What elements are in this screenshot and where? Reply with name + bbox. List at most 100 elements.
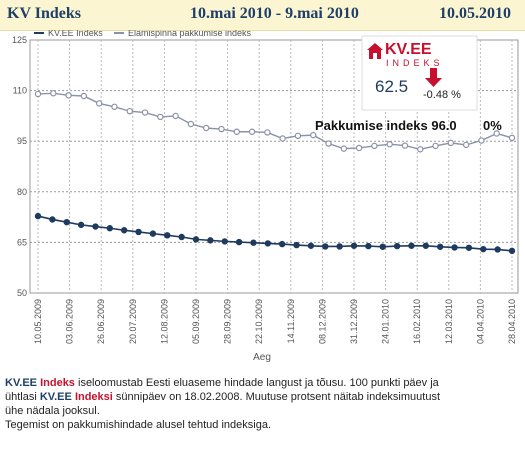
- x-tick-label: 20.07.2009: [128, 299, 138, 344]
- brand-text: KV.EE: [5, 377, 38, 389]
- series-point-1: [141, 109, 149, 116]
- description-line-4: Tegemist on pakkumishindade alusel tehtu…: [5, 419, 271, 431]
- series-point-0: [34, 212, 42, 220]
- series-point-1: [340, 145, 348, 152]
- series-point-1: [279, 135, 286, 142]
- series-point-0: [408, 242, 415, 249]
- brand-red-text: Indeks: [40, 377, 75, 389]
- current-date: 10.05.2010: [439, 5, 511, 22]
- series-point-0: [379, 243, 386, 250]
- series-point-0: [365, 242, 372, 250]
- series-point-0: [480, 245, 487, 253]
- x-tick-label: 22.10.2009: [254, 299, 264, 344]
- series-point-1: [355, 144, 363, 152]
- series-point-0: [207, 237, 214, 244]
- y-tick-label: 65: [17, 237, 27, 247]
- series-lines: [34, 90, 516, 255]
- series-point-0: [336, 243, 343, 250]
- series-point-0: [106, 225, 114, 232]
- series-point-0: [120, 227, 128, 234]
- series-point-1: [478, 137, 485, 144]
- y-tick-label: 110: [13, 86, 27, 96]
- series-point-1: [172, 112, 179, 120]
- series-point-1: [371, 142, 378, 150]
- series-point-0: [393, 242, 401, 250]
- series-point-1: [218, 125, 225, 133]
- date-range: 10.mai 2010 - 9.mai 2010: [190, 5, 359, 22]
- x-tick-label: 31.12.2009: [349, 299, 359, 344]
- series-point-1: [248, 128, 256, 135]
- series-point-0: [135, 228, 142, 236]
- series-point-1: [80, 92, 88, 100]
- x-tick-label: 28.04.2010: [507, 299, 517, 344]
- series-point-0: [451, 244, 458, 251]
- series-point-0: [508, 247, 516, 255]
- series-point-1: [233, 128, 240, 135]
- infobox: [361, 35, 478, 111]
- description-text-2b: sünnipäev on 18.02.2008. Muutuse protsen…: [112, 391, 441, 403]
- series-point-0: [264, 240, 272, 247]
- series-point-0: [494, 246, 501, 253]
- series-point-1: [493, 130, 500, 137]
- listing-index-label: Pakkumise indeks 96.0: [315, 118, 457, 133]
- series-point-0: [77, 221, 85, 229]
- x-tick-label: 24.01.2010: [381, 299, 391, 344]
- series-point-1: [202, 124, 210, 132]
- series-point-0: [436, 243, 444, 250]
- x-axis-label: Aeg: [253, 352, 271, 363]
- series-point-0: [350, 242, 358, 249]
- x-tick-label: 26.06.2009: [96, 299, 106, 344]
- series-point-0: [250, 239, 257, 246]
- y-tick-label: 50: [17, 288, 27, 298]
- logo-text: KV.EE: [385, 41, 432, 58]
- grid-lines: [30, 39, 518, 294]
- series-line-0: [37, 215, 513, 252]
- series-point-1: [34, 90, 42, 98]
- series-point-1: [95, 100, 103, 107]
- series-point-1: [508, 134, 516, 142]
- description: KV.EE Indeks iseloomustab Eesti eluaseme…: [5, 376, 520, 432]
- series-point-1: [294, 132, 302, 140]
- description-line-1: KV.EE Indeks iseloomustab Eesti eluaseme…: [5, 376, 520, 390]
- series-point-1: [50, 90, 57, 97]
- index-change: -0.48 %: [423, 89, 461, 101]
- legend-label-listing: Elamispinna pakkumise indeks: [128, 30, 252, 38]
- legend-label-kv: KV.EE Indeks: [48, 30, 103, 38]
- series-point-1: [264, 129, 271, 136]
- series-point-1: [386, 141, 393, 148]
- brand-text-2: KV.EE: [39, 391, 72, 403]
- y-tick-label: 80: [17, 187, 27, 197]
- series-point-1: [65, 92, 72, 99]
- house-icon: [367, 43, 383, 59]
- x-axis: 10.05.2009 03.06.2009 26.06.2009 20.07.2009…: [33, 299, 517, 344]
- series-point-1: [310, 131, 317, 139]
- x-tick-label: 12.03.2010: [444, 299, 454, 344]
- description-text-2a: ühtlasi: [5, 391, 40, 403]
- series-point-0: [63, 218, 70, 226]
- series-point-0: [235, 238, 243, 246]
- series-point-0: [164, 232, 171, 239]
- description-line-2: ühtlasi KV.EE Indeksi sünnipäev on 18.02…: [5, 390, 520, 404]
- x-tick-label: 10.05.2009: [33, 299, 43, 344]
- x-tick-label: 16.02.2010: [412, 299, 422, 344]
- series-point-0: [192, 236, 200, 243]
- y-tick-label: 125: [12, 35, 27, 45]
- brand-red-text-2: Indeksi: [74, 391, 113, 403]
- series-point-1: [447, 139, 455, 147]
- kv-logo: KV.EE INDEKS 62.5 -0.48 %: [361, 35, 478, 111]
- series-point-0: [465, 244, 473, 251]
- x-tick-label: 08.12.2009: [317, 299, 327, 344]
- series-point-1: [462, 141, 470, 149]
- y-tick-label: 95: [17, 136, 27, 146]
- series-point-0: [293, 241, 300, 249]
- series-point-1: [401, 142, 409, 149]
- x-tick-label: 12.08.2009: [159, 299, 169, 344]
- listing-index-change: 0%: [483, 118, 502, 133]
- series-point-0: [92, 223, 99, 230]
- x-tick-label: 28.09.2009: [223, 299, 233, 344]
- series-point-0: [307, 242, 315, 249]
- chart-title: KV Indeks: [7, 5, 81, 22]
- series-point-0: [49, 216, 56, 223]
- x-tick-label: 14.11.2009: [286, 299, 296, 343]
- series-point-1: [432, 142, 439, 150]
